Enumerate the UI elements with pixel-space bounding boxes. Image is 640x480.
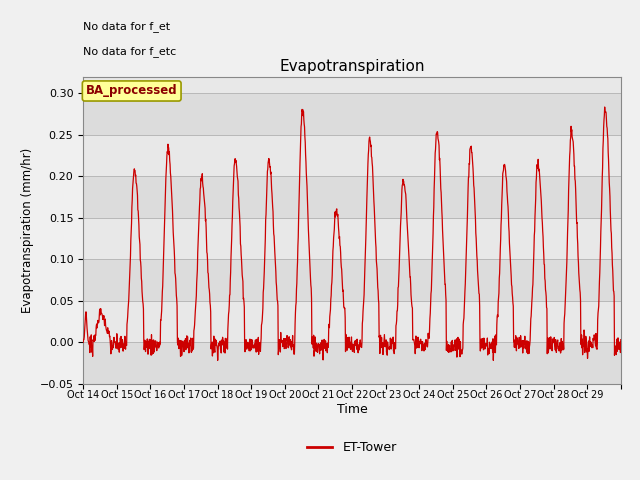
Bar	[83, 301, 621, 343]
Bar	[83, 77, 621, 94]
Bar	[83, 135, 621, 177]
Legend: ET-Tower: ET-Tower	[302, 436, 402, 459]
Y-axis label: Evapotranspiration (mm/hr): Evapotranspiration (mm/hr)	[21, 148, 34, 313]
Bar	[83, 343, 621, 384]
Text: No data for f_et: No data for f_et	[83, 22, 170, 33]
Bar	[83, 260, 621, 301]
Bar	[83, 177, 621, 218]
Text: No data for f_etc: No data for f_etc	[83, 46, 177, 57]
Bar	[83, 218, 621, 260]
Bar	[83, 94, 621, 135]
Title: Evapotranspiration: Evapotranspiration	[279, 59, 425, 74]
Text: BA_processed: BA_processed	[86, 84, 177, 97]
X-axis label: Time: Time	[337, 403, 367, 416]
